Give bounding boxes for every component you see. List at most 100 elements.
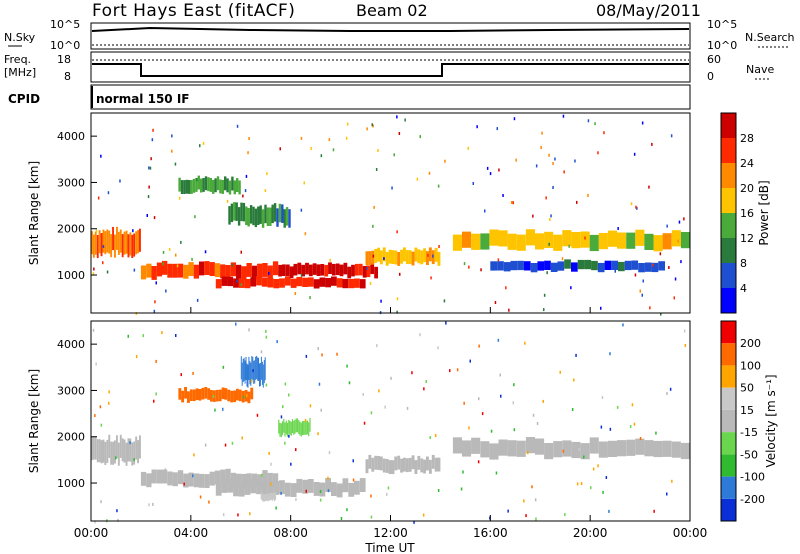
echo-cell [256,276,262,286]
echo-cell [260,356,262,380]
scatter-echo [463,262,466,266]
scatter-echo [320,408,322,412]
echo-cell [516,234,526,251]
echo-cell [316,264,321,276]
echo-cell [358,263,363,276]
scatter-echo [319,490,322,493]
scatter-echo [317,432,319,436]
scatter-echo [396,310,398,314]
scatter-echo [204,443,207,447]
scatter-echo [552,186,554,189]
scatter-echo [320,154,323,158]
echo-cell [135,231,138,255]
echo-cell [273,481,280,495]
scatter-echo [162,250,165,254]
echo-cell [263,494,265,502]
echo-cell [135,436,138,460]
scatter-echo [653,509,655,513]
scatter-echo [496,127,498,131]
echo-cell [423,459,426,474]
cpid-label: CPID [8,92,40,106]
scatter-echo [548,153,550,157]
nsky-tick-high: 10^5 [50,18,80,31]
echo-cell [209,471,215,486]
echo-cell [225,265,231,279]
echo-cell [202,178,205,192]
echo-cell [146,473,152,488]
echo-cell [278,203,282,223]
scatter-echo [587,119,590,123]
scatter-echo [282,405,284,409]
colorbar-swatch [721,409,736,433]
echo-cell [221,387,225,400]
scatter-echo [153,216,156,220]
echo-cell [671,230,681,247]
scatter-echo [432,254,434,258]
echo-cell [261,361,263,385]
colorbar-tick: -200 [740,493,765,506]
scatter-echo [102,261,104,265]
echo-cell [251,356,253,380]
echo-cell [452,234,462,251]
echo-cell [571,232,581,249]
echo-cell [247,391,251,404]
scatter-echo [515,158,517,162]
echo-cell [237,207,241,226]
scatter-echo [443,299,446,303]
echo-cell [247,208,250,227]
scatter-echo [117,518,119,522]
echo-cell [221,180,224,194]
echo-cell [385,459,389,473]
echo-cell [302,479,308,494]
echo-cell [137,230,139,254]
nave-tick-high: 60 [707,53,721,66]
scatter-echo [505,286,507,290]
echo-cell [507,233,517,250]
ytick-label: 3000 [57,384,85,397]
echo-cell [462,440,472,457]
echo-cell [305,421,307,435]
echo-cell [325,278,331,288]
echo-cell [517,260,524,271]
velocity-colorbar: 200 100 50 15 -15 -50 -100 -200 [720,320,765,522]
echo-cell [354,278,360,288]
echo-cell [564,259,571,269]
echo-cell [214,178,217,193]
colorbar-tick: -50 [740,448,758,461]
echo-cell [91,231,93,255]
echo-cell [139,435,141,459]
echo-cell [259,363,261,387]
echo-cell [110,441,113,465]
echo-cell [379,456,383,471]
scatter-echo [154,300,156,304]
colorbar-tick: -100 [740,471,765,484]
scatter-echo [319,498,322,502]
scatter-echo [534,498,537,502]
scatter-echo [97,196,100,200]
scatter-echo [639,289,641,293]
echo-cell [233,202,236,221]
scatter-echo [336,352,338,356]
echo-cell [571,262,578,272]
echo-cell [162,260,168,275]
echo-cell [562,440,572,457]
echo-cell [178,177,181,192]
echo-cell [391,460,395,475]
scatter-echo [413,520,415,524]
echo-cell [210,390,213,402]
echo-cell [233,278,239,288]
freq-unit-label: [MHz] [4,66,36,79]
echo-cell [131,442,134,466]
echo-cell [151,266,157,280]
scatter-echo [387,486,390,490]
echo-cell [261,492,263,500]
echo-cell [204,387,208,399]
scatter-echo [399,272,401,276]
xtick-label: 00:00 [673,526,708,540]
scatter-echo [199,144,201,148]
colorbar-swatch [721,263,736,288]
colorbar-tick: 4 [740,282,747,295]
scatter-echo [119,179,121,183]
echo-cell [246,473,252,488]
scatter-echo [680,260,682,264]
